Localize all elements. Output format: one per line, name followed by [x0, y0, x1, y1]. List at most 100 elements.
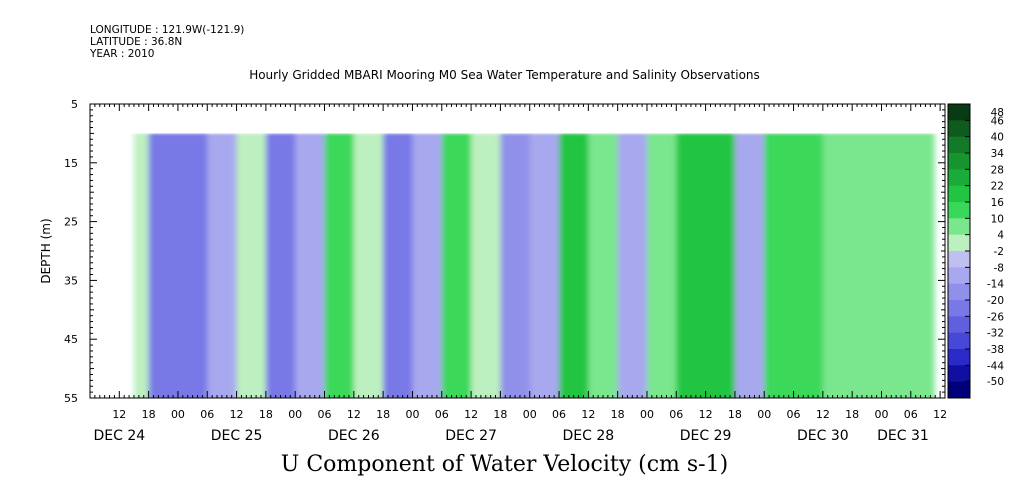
x-hour-label: 00 [757, 408, 771, 421]
year-label: YEAR : 2010 [90, 48, 155, 60]
x-hour-label: 06 [669, 408, 683, 421]
y-tick-label: 45 [64, 333, 78, 346]
x-date-label: DEC 31 [877, 428, 929, 444]
y-tick-label: 5 [71, 98, 78, 111]
colorbar-label: 28 [991, 164, 1004, 176]
x-hour-label: 06 [318, 408, 332, 421]
latitude-label: LATITUDE : 36.8N [90, 36, 183, 48]
velocity-column [383, 133, 414, 398]
velocity-field [90, 104, 945, 398]
y-tick-label: 55 [64, 392, 78, 405]
colorbar-swatch [948, 316, 970, 334]
colorbar-swatch [948, 104, 970, 121]
colorbar-swatch [948, 153, 970, 170]
velocity-column [412, 133, 443, 398]
x-hour-label: 06 [200, 408, 214, 421]
x-date-label: DEC 25 [211, 428, 263, 444]
velocity-column [207, 133, 238, 398]
velocity-column [177, 133, 208, 398]
colorbar-label: -2 [994, 246, 1004, 258]
colorbar-swatch [948, 349, 970, 366]
x-hour-label: 00 [171, 408, 185, 421]
x-date-label: DEC 29 [680, 428, 732, 444]
velocity-column [852, 133, 883, 398]
velocity-column [265, 133, 296, 398]
x-hour-label: 12 [581, 408, 595, 421]
colorbar-label: 34 [991, 148, 1005, 160]
x-hour-label: 18 [845, 408, 859, 421]
velocity-column [500, 133, 531, 398]
variable-title: U Component of Water Velocity (cm s-1) [280, 452, 729, 477]
colorbar: 46 40 34 28 22 16 10 4 -2 -8 -14 -20 -26 -32 -38 -44 -50… [947, 103, 1005, 399]
colorbar-swatch [948, 218, 970, 236]
velocity-column [588, 133, 619, 398]
x-hour-label: 18 [728, 408, 742, 421]
colorbar-label: -26 [987, 311, 1004, 323]
x-date-label: DEC 26 [328, 428, 380, 444]
colorbar-label: 4 [997, 230, 1004, 242]
x-hour-label: 00 [874, 408, 888, 421]
colorbar-swatch [948, 251, 970, 268]
y-tick-label: 25 [64, 216, 78, 229]
x-date-label: DEC 30 [797, 428, 849, 444]
colorbar-label: -14 [987, 279, 1004, 291]
x-hour-label: 18 [493, 408, 507, 421]
velocity-column [676, 133, 707, 398]
x-hour-label: 18 [611, 408, 625, 421]
x-hour-label: 12 [933, 408, 947, 421]
x-hour-label: 18 [376, 408, 390, 421]
colorbar-swatch [948, 169, 970, 187]
colorbar-swatch [948, 283, 970, 301]
velocity-column [822, 133, 853, 398]
x-hour-label: 18 [259, 408, 273, 421]
colorbar-label: -32 [987, 328, 1004, 340]
x-hour-label: 12 [112, 408, 126, 421]
x-hour-label: 00 [523, 408, 537, 421]
y-tick-label: 35 [64, 274, 78, 287]
x-hour-label: 06 [435, 408, 449, 421]
x-hour-label: 06 [904, 408, 918, 421]
x-hour-label: 12 [347, 408, 361, 421]
y-tick-label: 15 [64, 157, 78, 170]
x-hour-label: 06 [787, 408, 801, 421]
colorbar-label: 40 [991, 132, 1004, 144]
colorbar-swatch [948, 332, 970, 350]
velocity-column [764, 133, 795, 398]
x-date-label: DEC 24 [93, 428, 145, 444]
colorbar-label: 22 [991, 181, 1004, 193]
x-hour-label: 12 [699, 408, 713, 421]
x-date-label: DEC 28 [563, 428, 615, 444]
colorbar-label: -20 [987, 295, 1004, 307]
velocity-column [236, 133, 267, 398]
colorbar-label: 46 [991, 115, 1005, 127]
colorbar-label: 10 [991, 213, 1004, 225]
chart-title: Hourly Gridded MBARI Mooring M0 Sea Wate… [249, 68, 760, 82]
colorbar-label: 48 [991, 107, 1004, 119]
velocity-column [705, 133, 736, 398]
y-axis-label: DEPTH (m) [39, 218, 53, 283]
x-hour-label: 12 [464, 408, 478, 421]
velocity-column [617, 133, 648, 398]
velocity-column [471, 133, 501, 398]
colorbar-swatch [948, 365, 970, 383]
velocity-column [910, 133, 935, 398]
x-hour-label: 12 [230, 408, 244, 421]
x-axis: 12 18 00 06 12 18 00 06 12 18 00 06 12 18 00 06 12 18 00 06… [89, 104, 947, 444]
velocity-column [133, 133, 150, 398]
velocity-column [734, 133, 765, 398]
velocity-column [148, 133, 179, 398]
longitude-label: LONGITUDE : 121.9W(-121.9) [90, 24, 245, 36]
velocity-column [529, 133, 560, 398]
colorbar-label: -50 [987, 376, 1004, 388]
no-data-region [90, 104, 945, 134]
colorbar-label: -44 [987, 360, 1004, 372]
colorbar-label: 16 [991, 197, 1005, 209]
x-hour-label: 06 [552, 408, 566, 421]
velocity-column [646, 133, 677, 398]
velocity-column [559, 133, 589, 398]
colorbar-swatch [948, 185, 970, 203]
colorbar-swatch [948, 267, 970, 285]
colorbar-swatch [948, 300, 970, 317]
velocity-column [441, 133, 472, 398]
